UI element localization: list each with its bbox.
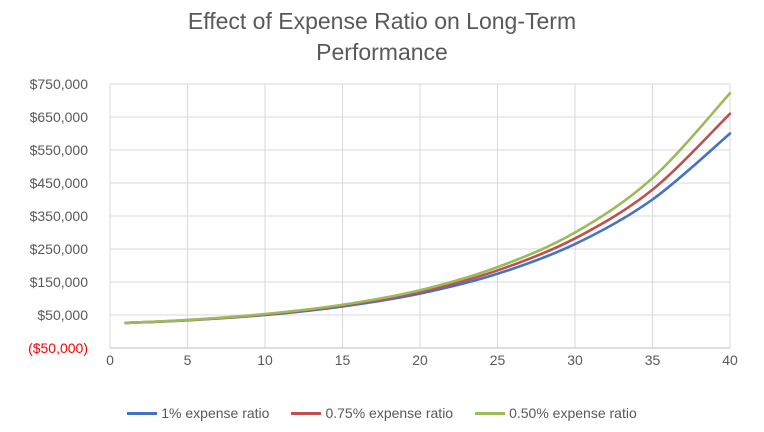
x-tick-label: 20	[412, 352, 428, 368]
legend-label: 1% expense ratio	[161, 405, 270, 421]
legend-label: 0.75% expense ratio	[325, 405, 454, 421]
y-tick-label: $550,000	[30, 142, 89, 158]
legend-swatch	[291, 411, 322, 415]
axes	[109, 84, 730, 349]
y-tick-label: $50,000	[37, 307, 88, 323]
x-tick-label: 35	[645, 352, 661, 368]
legend-item-3: 0.50% expense ratio	[475, 405, 637, 421]
y-tick-label: $150,000	[30, 274, 89, 290]
x-tick-label: 40	[722, 352, 738, 368]
gridlines	[110, 83, 731, 348]
legend-item-2: 0.75% expense ratio	[291, 405, 453, 421]
series-line-1	[124, 132, 732, 325]
legend-label: 0.50% expense ratio	[509, 405, 637, 421]
legend-swatch	[475, 411, 506, 415]
legend-swatch	[127, 411, 158, 415]
x-tick-label: 25	[490, 352, 506, 368]
y-tick-label: ($50,000)	[28, 340, 88, 356]
x-tick-label: 5	[184, 352, 192, 368]
series-line-3	[124, 91, 732, 325]
y-tick-label: $250,000	[30, 241, 89, 257]
x-tick-label: 30	[567, 352, 583, 368]
x-tick-label: 0	[106, 352, 114, 368]
chart-title: Effect of Expense Ratio on Long-Term Per…	[0, 6, 764, 68]
legend-item-1: 1% expense ratio	[127, 405, 269, 421]
x-tick-label: 15	[335, 352, 351, 368]
tick-labels: ($50,000) $50,000 $150,000 $250,000 $350,000…	[28, 76, 738, 368]
series-lines	[124, 91, 732, 325]
y-tick-label: $350,000	[30, 208, 89, 224]
x-tick-label: 10	[257, 352, 273, 368]
legend: 1% expense ratio 0.75% expense ratio 0.50%…	[0, 402, 764, 424]
chart-title-line-1: Effect of Expense Ratio on Long-Term	[187, 8, 577, 34]
y-tick-label: $450,000	[30, 175, 89, 191]
y-tick-label: $650,000	[30, 109, 89, 125]
y-tick-label: $750,000	[30, 76, 89, 92]
chart-title-line-2: Performance	[316, 39, 448, 65]
